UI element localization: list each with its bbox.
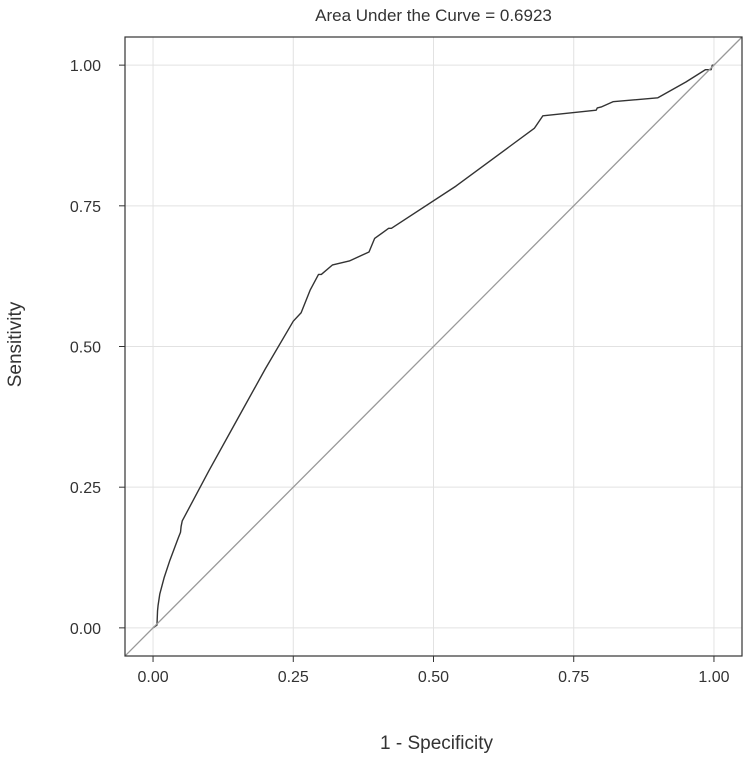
x-tick-label: 0.00 <box>137 669 168 686</box>
x-tick-label: 1.00 <box>698 669 729 686</box>
grid-lines <box>125 37 742 656</box>
y-tick-label: 1.00 <box>70 58 101 75</box>
chart-title: Area Under the Curve = 0.6923 <box>315 6 552 25</box>
series-layer <box>124 36 743 657</box>
x-tick-label: 0.25 <box>278 669 309 686</box>
y-tick-label: 0.00 <box>70 621 101 638</box>
y-tick-label: 0.50 <box>70 340 101 357</box>
x-axis-label: 1 - Specificity <box>380 733 493 754</box>
axis-ticks: 0.00 0.25 0.50 0.75 1.00 0.00 0.25 0.50 0.75 1.00 <box>70 58 730 686</box>
reference-diagonal-line <box>124 36 743 657</box>
x-tick-label: 0.75 <box>558 669 589 686</box>
y-tick-label: 0.75 <box>70 199 101 216</box>
x-tick-label: 0.50 <box>418 669 449 686</box>
y-tick-label: 0.25 <box>70 480 101 497</box>
roc-curve-line <box>152 64 714 629</box>
y-axis-label: Sensitivity <box>5 301 26 387</box>
